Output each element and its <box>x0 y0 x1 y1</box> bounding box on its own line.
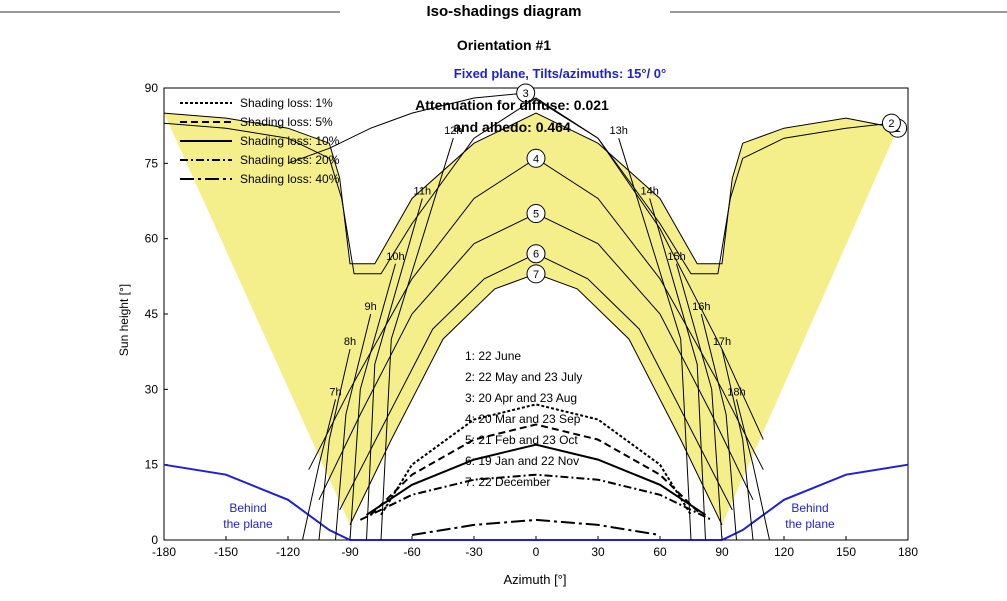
x-tick-label: 90 <box>715 545 729 559</box>
plot-area: -180 -150 -120 -90 -60 -30 0 30 60 90 120 150 180 0 15… <box>145 81 919 559</box>
x-tick-label: -150 <box>214 545 238 559</box>
x-axis-label: Azimuth [°] <box>504 572 567 587</box>
y-tick-label: 30 <box>145 382 159 396</box>
date-marker-label: 5 <box>533 209 539 221</box>
hour-line <box>380 138 454 541</box>
x-tick-label: -60 <box>403 545 421 559</box>
y-tick-label: 60 <box>145 232 159 246</box>
date-marker-label: 6 <box>533 249 539 261</box>
behind-right-line-1: Behind <box>791 501 828 515</box>
date-legend-entry: 7: 22 December <box>465 475 550 489</box>
hour-label: 18h <box>727 386 745 398</box>
x-tick-label: -180 <box>152 545 176 559</box>
shading-legend-label: Shading loss: 1% <box>240 96 333 110</box>
x-tick-label: -120 <box>276 545 300 559</box>
hour-label: 11h <box>414 185 432 197</box>
x-tick-label: 0 <box>533 545 540 559</box>
x-tick-label: 60 <box>653 545 667 559</box>
hour-label: 13h <box>609 125 627 137</box>
behind-right-line-2: the plane <box>785 517 835 531</box>
shading-curve <box>380 403 692 516</box>
hour-label: 10h <box>386 251 404 263</box>
y-axis-label: Sun height [°] <box>117 284 131 356</box>
y-tick-label: 0 <box>151 533 158 547</box>
x-tick-label: 120 <box>774 545 794 559</box>
date-marker-label: 7 <box>533 269 539 281</box>
shading-curve <box>411 518 661 536</box>
x-tick-label: -30 <box>465 545 483 559</box>
shading-legend-label: Shading loss: 40% <box>240 172 340 186</box>
hour-label: 15h <box>667 251 685 263</box>
chart-subtitle: Orientation #1 <box>457 37 551 53</box>
date-legend-entry: 2: 22 May and 23 July <box>465 370 582 384</box>
date-marker-label: 2 <box>888 118 894 130</box>
y-tick-label: 90 <box>145 81 159 95</box>
hour-line <box>700 313 737 541</box>
date-marker <box>526 148 546 168</box>
date-marker-label: 4 <box>533 153 539 165</box>
shading-curve <box>370 423 702 516</box>
date-legend-entry: 1: 22 June <box>465 349 521 363</box>
attenuation-line-1: Attenuation for diffuse: 0.021 <box>415 97 609 113</box>
shading-legend-label: Shading loss: 20% <box>240 153 340 167</box>
date-marker <box>526 244 546 264</box>
hour-line <box>618 138 692 541</box>
shading-curve <box>359 473 713 521</box>
behind-left-line-1: Behind <box>229 501 266 515</box>
hour-label: 9h <box>365 301 377 313</box>
hour-line <box>736 399 770 541</box>
plane-label: Fixed plane, Tilts/azimuths: 15°/ 0° <box>454 66 666 81</box>
x-tick-label: 180 <box>898 545 918 559</box>
sun-path-line <box>287 92 764 440</box>
horizon-line <box>163 463 909 541</box>
hour-line <box>721 349 754 541</box>
hour-label: 7h <box>329 386 341 398</box>
y-tick-label: 45 <box>145 307 159 321</box>
y-tick-label: 75 <box>145 156 159 170</box>
hour-label: 14h <box>640 185 658 197</box>
date-legend-entry: 5: 21 Feb and 23 Oct <box>465 433 578 447</box>
sun-path-line <box>163 112 898 265</box>
chart-title: Iso-shadings diagram <box>426 3 581 20</box>
date-marker <box>526 264 546 284</box>
date-marker-label: 3 <box>523 88 529 100</box>
sun-path-line <box>163 97 892 275</box>
hour-line <box>302 399 336 541</box>
hour-label: 17h <box>713 336 731 348</box>
date-legend-entry: 4: 20 Mar and 23 Sep <box>465 412 581 426</box>
hour-label: 12h <box>444 125 462 137</box>
date-marker <box>526 204 546 224</box>
x-tick-label: -90 <box>341 545 359 559</box>
hour-line <box>676 263 723 541</box>
hour-label: 8h <box>344 336 356 348</box>
x-tick-label: 30 <box>591 545 605 559</box>
shading-legend-label: Shading loss: 10% <box>240 134 340 148</box>
y-tick-label: 15 <box>145 458 159 472</box>
attenuation-line-2: and albedo: 0.464 <box>453 119 571 135</box>
shading-curve <box>365 443 707 516</box>
date-legend-entry: 3: 20 Apr and 23 Aug <box>465 391 577 405</box>
hour-line <box>649 198 706 541</box>
shading-legend-label: Shading loss: 5% <box>240 115 333 129</box>
hour-line <box>349 263 396 541</box>
behind-left-line-2: the plane <box>223 517 273 531</box>
hour-line <box>318 349 351 541</box>
hour-line <box>335 313 372 541</box>
hour-label: 16h <box>692 301 710 313</box>
date-legend-entry: 6: 19 Jan and 22 Nov <box>465 454 579 468</box>
x-tick-label: 150 <box>836 545 856 559</box>
date-marker <box>516 83 536 103</box>
hour-line <box>366 198 423 541</box>
date-marker <box>881 113 901 133</box>
